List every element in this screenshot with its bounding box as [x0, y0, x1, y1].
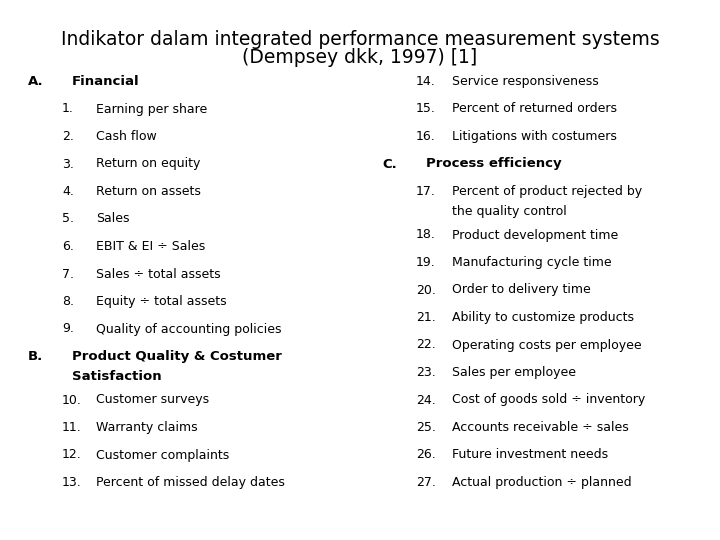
Text: Ability to customize products: Ability to customize products	[452, 311, 634, 324]
Text: 9.: 9.	[62, 322, 74, 335]
Text: Percent of missed delay dates: Percent of missed delay dates	[96, 476, 285, 489]
Text: 17.: 17.	[416, 185, 436, 198]
Text: Actual production ÷ planned: Actual production ÷ planned	[452, 476, 631, 489]
Text: Return on assets: Return on assets	[96, 185, 201, 198]
Text: Percent of returned orders: Percent of returned orders	[452, 103, 617, 116]
Text: Future investment needs: Future investment needs	[452, 449, 608, 462]
Text: Warranty claims: Warranty claims	[96, 421, 197, 434]
Text: 10.: 10.	[62, 394, 82, 407]
Text: Operating costs per employee: Operating costs per employee	[452, 339, 642, 352]
Text: Sales per employee: Sales per employee	[452, 366, 576, 379]
Text: 11.: 11.	[62, 421, 82, 434]
Text: 18.: 18.	[416, 228, 436, 241]
Text: Quality of accounting policies: Quality of accounting policies	[96, 322, 282, 335]
Text: 21.: 21.	[416, 311, 436, 324]
Text: 23.: 23.	[416, 366, 436, 379]
Text: Order to delivery time: Order to delivery time	[452, 284, 590, 296]
Text: (Dempsey dkk, 1997) [1]: (Dempsey dkk, 1997) [1]	[243, 48, 477, 67]
Text: 22.: 22.	[416, 339, 436, 352]
Text: Cost of goods sold ÷ inventory: Cost of goods sold ÷ inventory	[452, 394, 645, 407]
Text: 25.: 25.	[416, 421, 436, 434]
Text: 13.: 13.	[62, 476, 82, 489]
Text: Indikator dalam integrated performance measurement systems: Indikator dalam integrated performance m…	[60, 30, 660, 49]
Text: Accounts receivable ÷ sales: Accounts receivable ÷ sales	[452, 421, 629, 434]
Text: Product Quality & Costumer: Product Quality & Costumer	[72, 350, 282, 363]
Text: 3.: 3.	[62, 158, 74, 171]
Text: Sales ÷ total assets: Sales ÷ total assets	[96, 267, 220, 280]
Text: Percent of product rejected by: Percent of product rejected by	[452, 185, 642, 198]
Text: 8.: 8.	[62, 295, 74, 308]
Text: 16.: 16.	[416, 130, 436, 143]
Text: Process efficiency: Process efficiency	[426, 158, 562, 171]
Text: Customer complaints: Customer complaints	[96, 449, 229, 462]
Text: 1.: 1.	[62, 103, 74, 116]
Text: the quality control: the quality control	[452, 205, 567, 218]
Text: 6.: 6.	[62, 240, 74, 253]
Text: B.: B.	[28, 350, 43, 363]
Text: 26.: 26.	[416, 449, 436, 462]
Text: Manufacturing cycle time: Manufacturing cycle time	[452, 256, 611, 269]
Text: 5.: 5.	[62, 213, 74, 226]
Text: 15.: 15.	[416, 103, 436, 116]
Text: 27.: 27.	[416, 476, 436, 489]
Text: Return on equity: Return on equity	[96, 158, 200, 171]
Text: Litigations with costumers: Litigations with costumers	[452, 130, 617, 143]
Text: Financial: Financial	[72, 75, 140, 88]
Text: Product development time: Product development time	[452, 228, 618, 241]
Text: A.: A.	[28, 75, 44, 88]
Text: Customer surveys: Customer surveys	[96, 394, 209, 407]
Text: C.: C.	[382, 158, 397, 171]
Text: 24.: 24.	[416, 394, 436, 407]
Text: Cash flow: Cash flow	[96, 130, 157, 143]
Text: 19.: 19.	[416, 256, 436, 269]
Text: 20.: 20.	[416, 284, 436, 296]
Text: Satisfaction: Satisfaction	[72, 370, 161, 383]
Text: EBIT & EI ÷ Sales: EBIT & EI ÷ Sales	[96, 240, 205, 253]
Text: 14.: 14.	[416, 75, 436, 88]
Text: 4.: 4.	[62, 185, 74, 198]
Text: Equity ÷ total assets: Equity ÷ total assets	[96, 295, 227, 308]
Text: Earning per share: Earning per share	[96, 103, 207, 116]
Text: 7.: 7.	[62, 267, 74, 280]
Text: 12.: 12.	[62, 449, 82, 462]
Text: 2.: 2.	[62, 130, 74, 143]
Text: Service responsiveness: Service responsiveness	[452, 75, 599, 88]
Text: Sales: Sales	[96, 213, 130, 226]
